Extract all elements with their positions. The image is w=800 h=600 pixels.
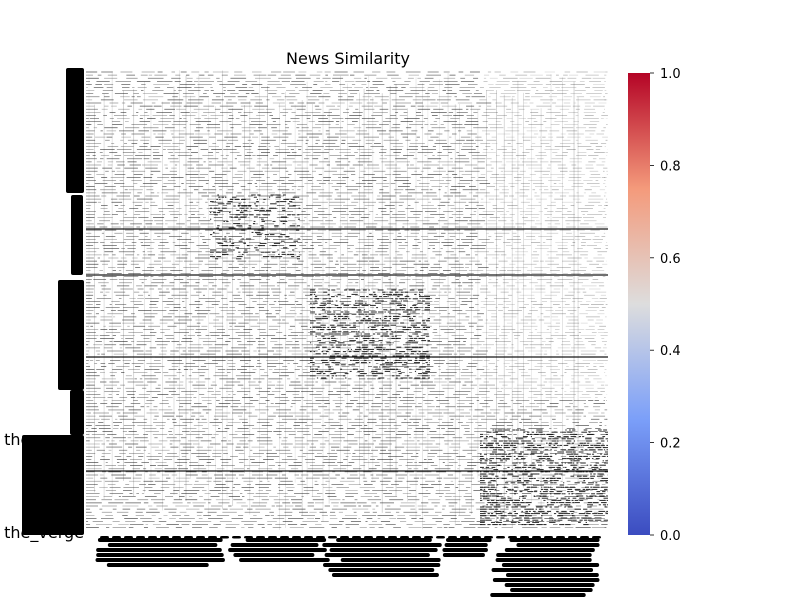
heatmap-gridlines bbox=[86, 70, 608, 530]
heatmap-background bbox=[86, 70, 608, 530]
heatmap-area bbox=[86, 70, 608, 530]
chart-title: News Similarity bbox=[286, 49, 410, 68]
